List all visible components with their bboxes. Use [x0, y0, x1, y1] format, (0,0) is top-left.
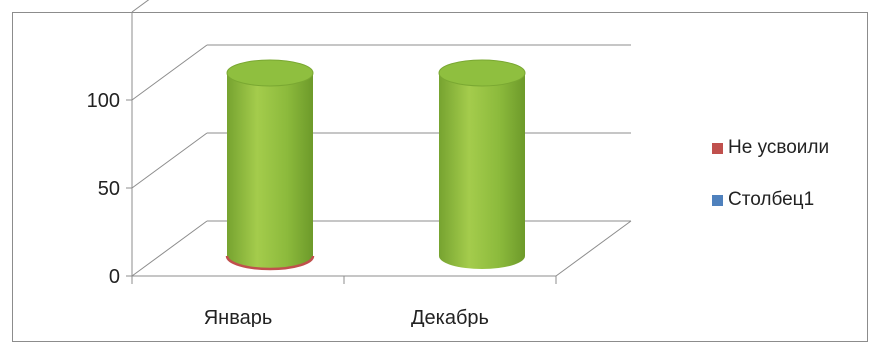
chart-plot: 0 50 100 Январь Декабрь — [87, 0, 632, 327]
wall-top-side — [131, 0, 150, 13]
y-tick-label: 0 — [109, 266, 120, 288]
gridlines — [131, 0, 631, 277]
y-tick-label: 100 — [87, 90, 120, 112]
legend-item-ne-usvoili: Не усвоили — [712, 136, 829, 160]
gridline-side-2 — [131, 44, 208, 101]
bar-red-base — [225, 255, 315, 271]
bar-cylinder — [225, 59, 315, 271]
x-tick-label: Декабрь — [411, 307, 489, 327]
x-tick-label: Январь — [204, 307, 273, 327]
bar-top — [438, 59, 526, 87]
bar-cylinder — [438, 59, 526, 270]
legend-item-stolbets1: Столбец1 — [712, 188, 829, 212]
gridline-side-1 — [131, 132, 208, 189]
axis-labels: 0 50 100 Январь Декабрь — [87, 90, 489, 327]
bar-top — [226, 59, 314, 87]
bar-body — [439, 72, 525, 270]
y-tick-label: 50 — [98, 178, 120, 200]
gridline-side-0 — [131, 220, 208, 277]
legend: Не усвоили Столбец1 — [712, 136, 829, 240]
bars — [225, 59, 526, 271]
floor-right-edge — [555, 220, 632, 277]
legend-swatch-stolbets1 — [712, 194, 723, 206]
legend-label-stolbets1: Столбец1 — [728, 189, 815, 210]
legend-swatch-ne-usvoili — [712, 142, 723, 154]
axes — [126, 12, 632, 284]
bar-body — [227, 72, 313, 270]
legend-label-ne-usvoili: Не усвоили — [728, 137, 830, 158]
